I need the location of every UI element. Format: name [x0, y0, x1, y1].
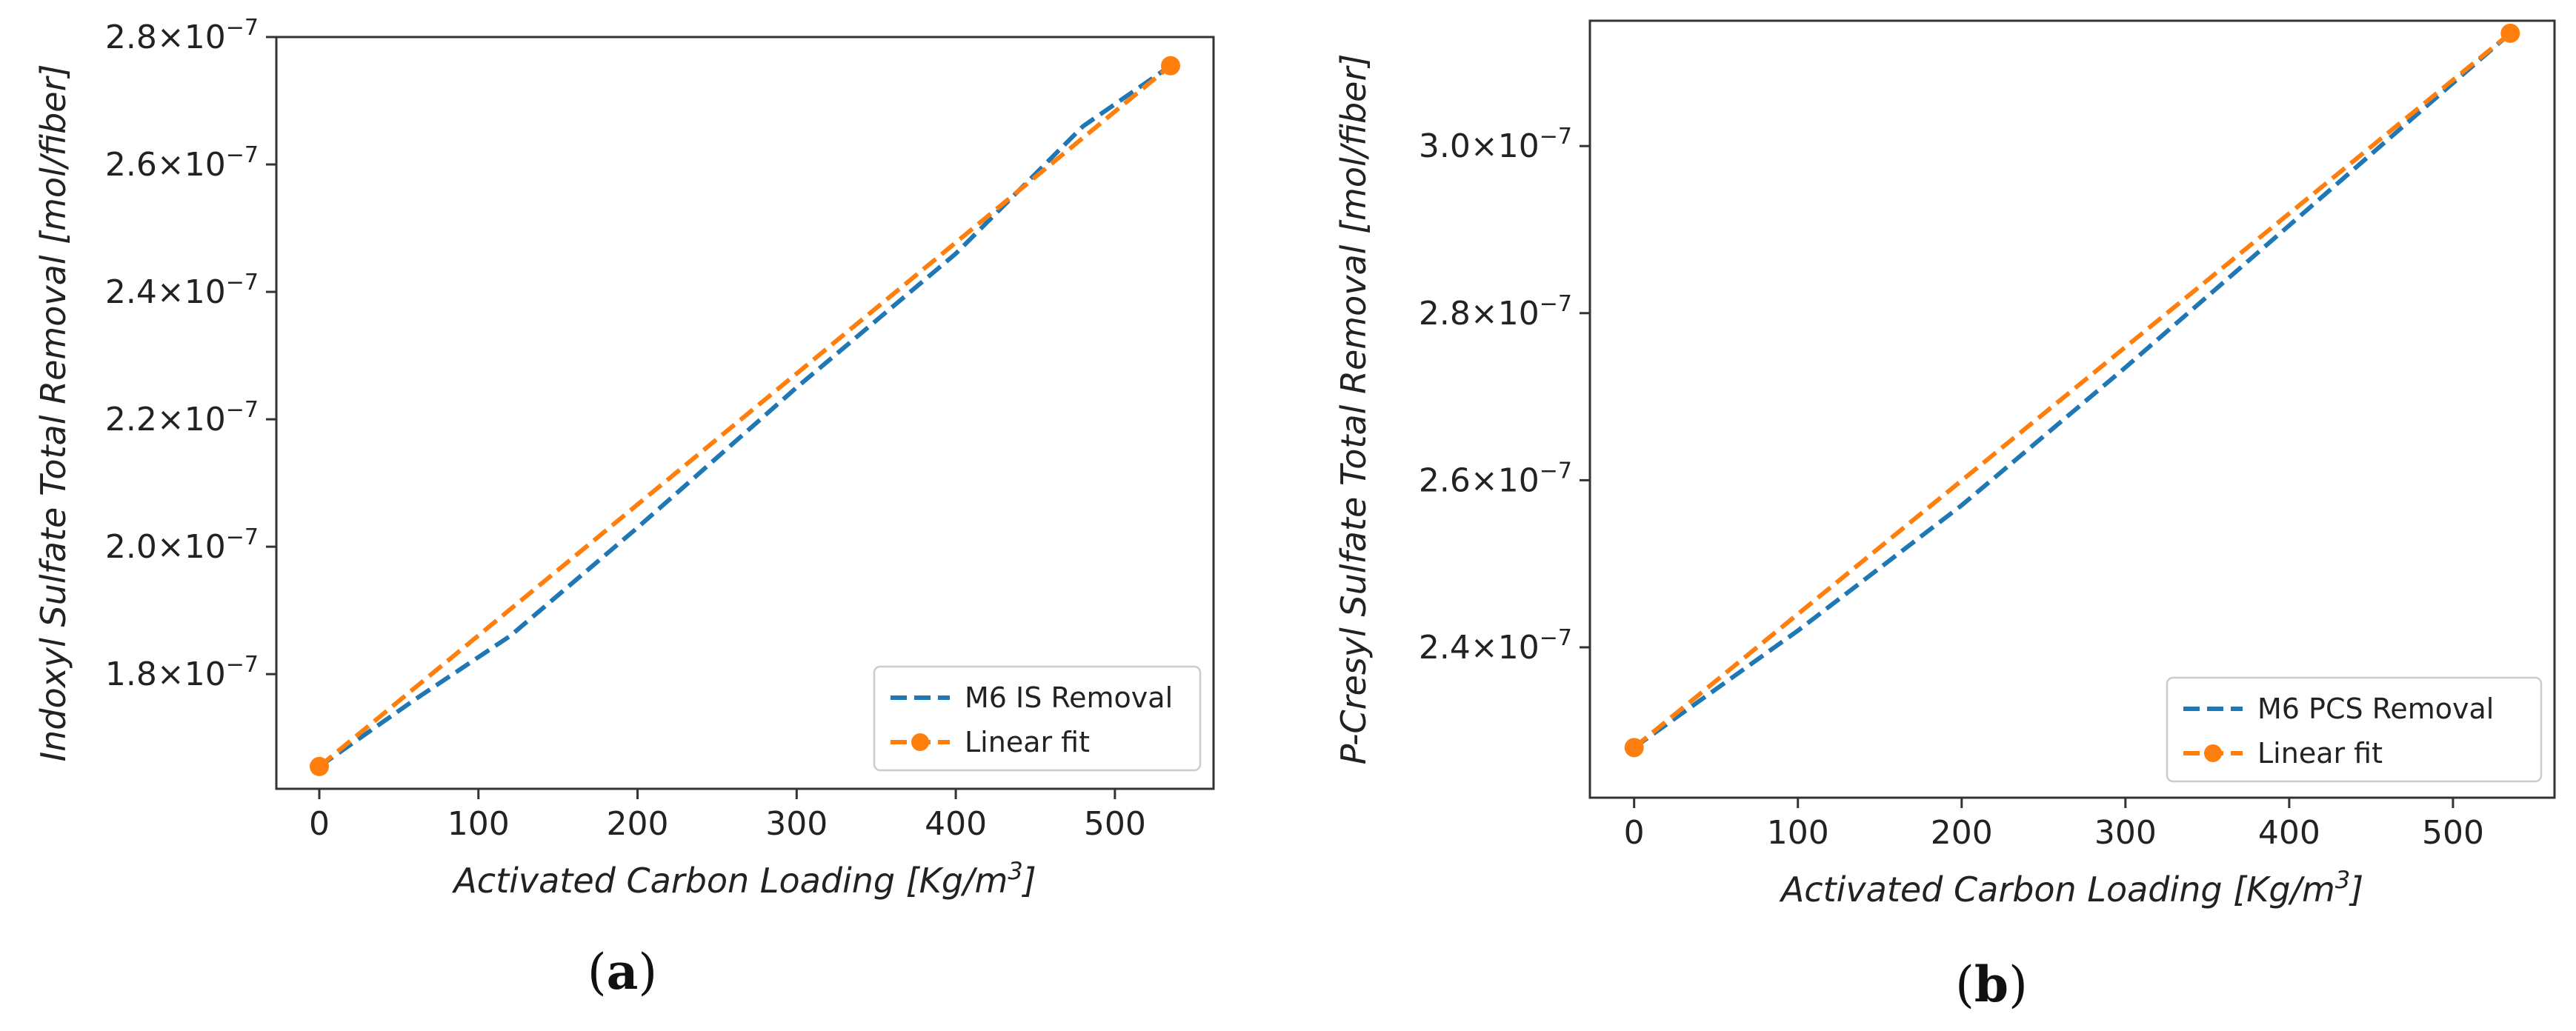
- linear-fit-line: [1632, 31, 2512, 750]
- linear-fit-marker: [1624, 738, 1644, 758]
- y-axis-label: P-Cresyl Sulfate Total Removal [mol/fibe…: [1334, 54, 1374, 765]
- legend-entry: Linear fit: [2257, 737, 2383, 770]
- linear-fit-marker: [309, 756, 329, 776]
- legend-marker: [2204, 744, 2222, 762]
- y-tick-label: 2.8×10−7: [105, 15, 259, 56]
- removal-line: [318, 64, 1172, 769]
- linear-fit-marker: [1161, 56, 1181, 76]
- x-tick-label: 100: [447, 805, 510, 843]
- x-tick-label: 200: [607, 805, 669, 843]
- y-tick-label: 2.6×10−7: [1419, 458, 1572, 499]
- legend-marker: [911, 733, 929, 751]
- plot-frame: [275, 36, 1215, 790]
- x-tick-label: 100: [1767, 814, 1829, 852]
- chart-panel-a: 0 100 200 300 400 500 1.8×10−7 2.0×10−7 2.2×10−7…: [33, 15, 1215, 1001]
- legend-entry: Linear fit: [965, 726, 1090, 758]
- x-tick-label: 300: [2094, 814, 2157, 852]
- legend-entry: M6 IS Removal: [965, 681, 1173, 714]
- legend-box: [2166, 676, 2543, 783]
- y-tick-label: 2.0×10−7: [105, 524, 259, 566]
- removal-line: [1632, 31, 2512, 750]
- y-tick-label: 2.4×10−7: [1419, 625, 1572, 667]
- linear-fit-line: [318, 64, 1172, 769]
- chart-panel-b: 0 100 200 300 400 500 2.4×10−7 2.6×10−7 2.8×10−7…: [1334, 19, 2556, 1013]
- legend: M6 PCS Removal Linear fit: [2166, 676, 2543, 783]
- panel-label: (b): [1955, 955, 2028, 1013]
- y-tick-label: 2.6×10−7: [105, 142, 259, 184]
- x-tick-label: 400: [2258, 814, 2320, 852]
- y-tick-label: 3.0×10−7: [1419, 124, 1572, 165]
- linear-fit-marker: [2500, 23, 2520, 43]
- legend-entry: M6 PCS Removal: [2257, 693, 2494, 725]
- x-tick-label: 300: [765, 805, 828, 843]
- y-axis-label: Indoxyl Sulfate Total Removal [mol/fiber…: [33, 64, 73, 762]
- x-tick-label: 500: [2422, 814, 2484, 852]
- x-tick-label: 500: [1084, 805, 1146, 843]
- x-tick-label: 0: [309, 805, 330, 843]
- y-tick-label: 2.8×10−7: [1419, 291, 1572, 333]
- y-tick-label: 1.8×10−7: [105, 652, 259, 693]
- legend-box: [873, 665, 1202, 772]
- x-axis-label: Activated Carbon Loading [Kg/m3]: [451, 857, 1036, 901]
- y-tick-label: 2.4×10−7: [105, 270, 259, 311]
- x-tick-label: 400: [925, 805, 987, 843]
- legend: M6 IS Removal Linear fit: [873, 665, 1202, 772]
- panel-label: (a): [588, 943, 657, 1001]
- x-tick-label: 200: [1931, 814, 1993, 852]
- x-axis-label: Activated Carbon Loading [Kg/m3]: [1779, 866, 2363, 910]
- plot-frame: [1588, 19, 2556, 799]
- x-tick-label: 0: [1624, 814, 1645, 852]
- y-tick-label: 2.2×10−7: [105, 397, 259, 438]
